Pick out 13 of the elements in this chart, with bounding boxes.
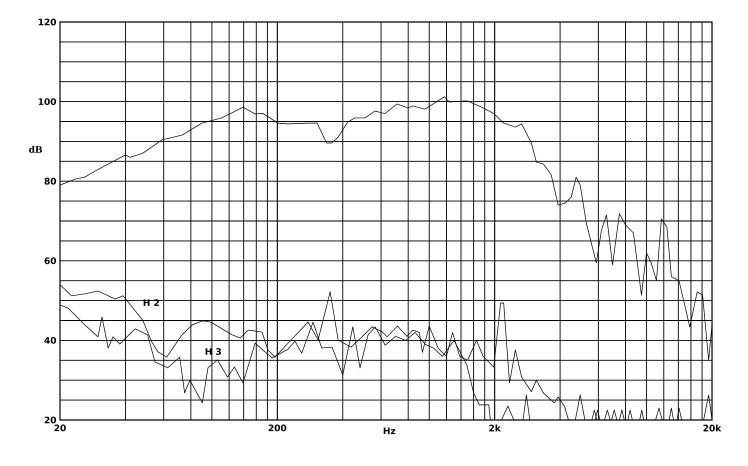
x-tick-label: 20	[54, 424, 66, 432]
x-tick-label: 2k	[489, 424, 501, 432]
x-tick-label: 200	[268, 424, 286, 432]
y-tick-label: 100	[38, 98, 56, 105]
y-tick-label: 60	[44, 257, 56, 264]
y-tick-label: 20	[44, 416, 56, 424]
x-tick-label: 20k	[703, 424, 722, 432]
y-tick-label: 120	[38, 18, 56, 26]
y-axis-title: dB	[29, 146, 42, 153]
series-label: H 3	[206, 348, 221, 355]
y-tick-label: 40	[44, 337, 56, 344]
x-axis-title: Hz	[384, 428, 396, 434]
y-tick-label: 80	[44, 178, 56, 185]
